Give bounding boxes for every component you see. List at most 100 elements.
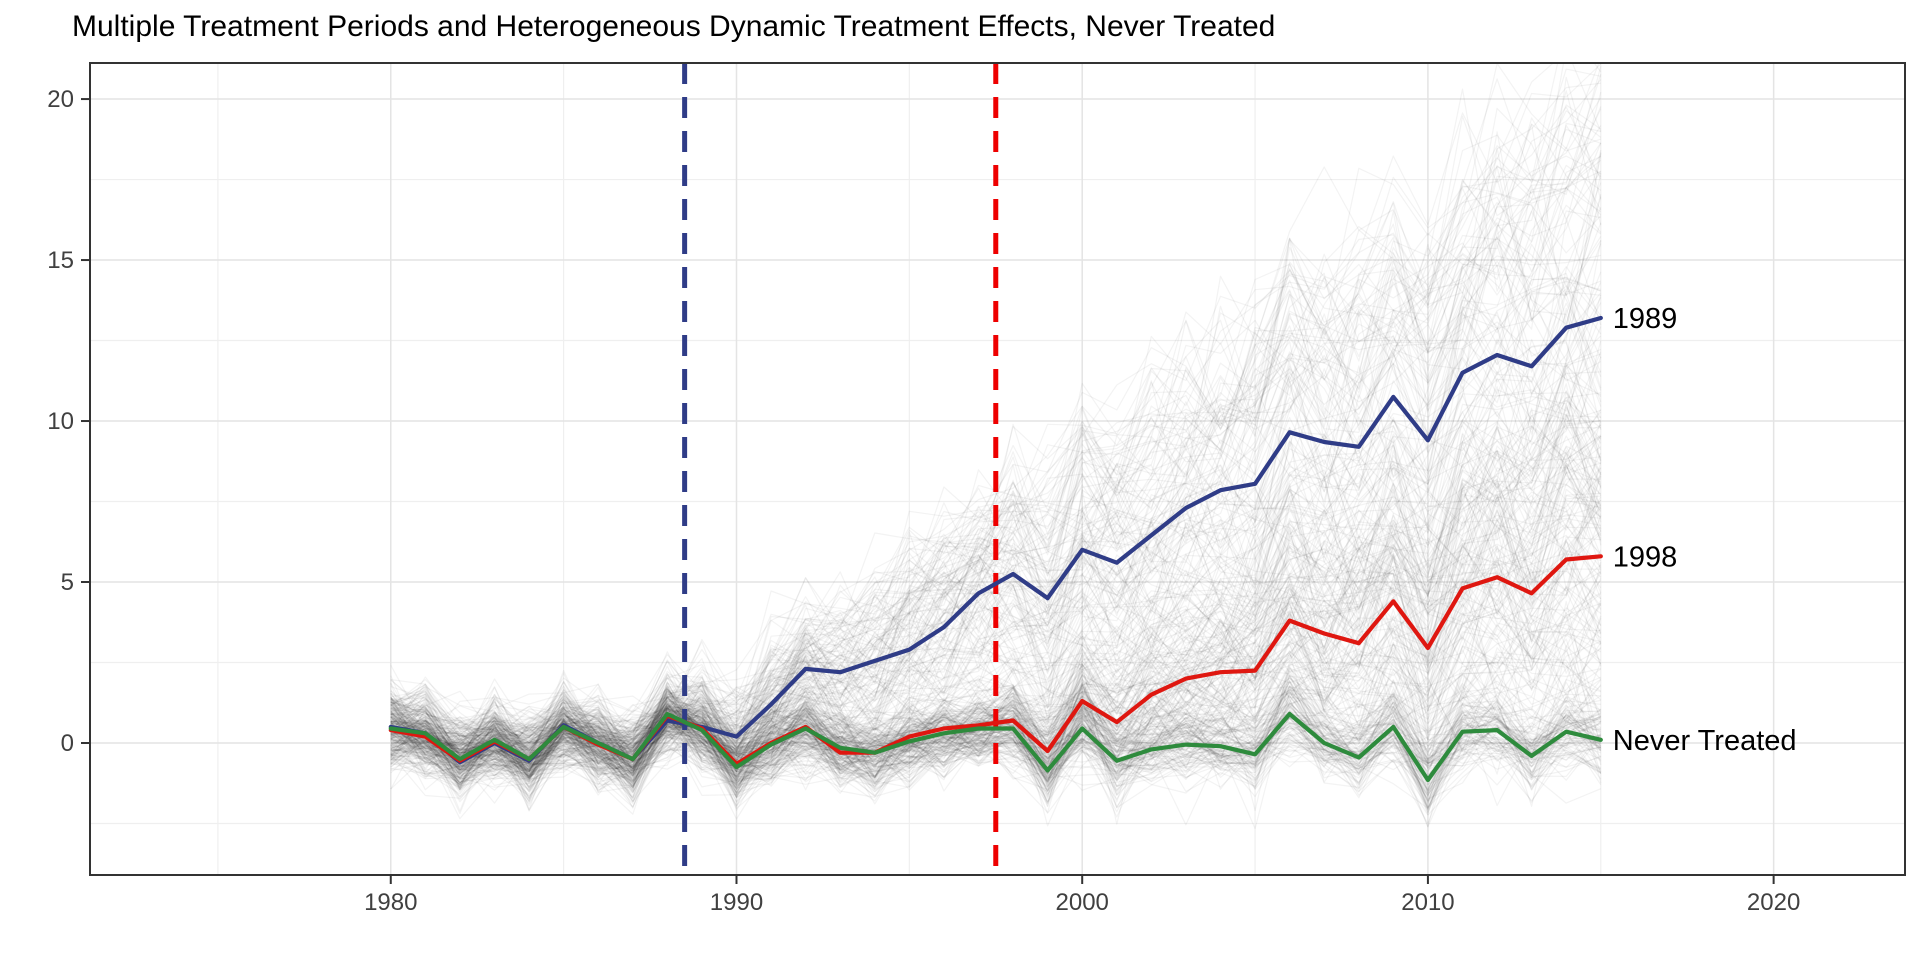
background-unit-path bbox=[390, 700, 1602, 781]
background-unit-path bbox=[390, 697, 1602, 794]
background-unit-path bbox=[390, 79, 1602, 778]
y-axis-tick-label: 0 bbox=[61, 730, 74, 757]
background-unit-path bbox=[390, 701, 1601, 812]
background-unit-path bbox=[390, 523, 1602, 775]
background-unit-path bbox=[390, 122, 1601, 769]
y-axis-tick-label: 20 bbox=[47, 86, 74, 113]
background-unit-path bbox=[390, 362, 1602, 797]
background-unit-path bbox=[390, 421, 1602, 815]
background-unit-path bbox=[390, 707, 1602, 803]
background-unit-path bbox=[390, 573, 1602, 778]
background-unit-path bbox=[390, 580, 1602, 780]
line-label-never-treated: Never Treated bbox=[1613, 725, 1797, 757]
background-unit-path bbox=[390, 279, 1602, 763]
background-unit-path bbox=[390, 63, 1555, 770]
background-unit-path bbox=[390, 371, 1601, 771]
background-unit-path bbox=[390, 409, 1602, 789]
background-unit-path bbox=[390, 292, 1602, 771]
background-unit-path bbox=[390, 155, 1602, 776]
background-unit-path bbox=[390, 699, 1601, 798]
background-unit-path bbox=[390, 702, 1602, 811]
background-unit-path bbox=[390, 708, 1601, 802]
background-unit-path bbox=[390, 705, 1602, 825]
background-unit-path bbox=[390, 694, 1601, 781]
background-unit-path bbox=[390, 404, 1602, 808]
background-unit-path bbox=[390, 210, 1602, 768]
background-unit-path bbox=[390, 698, 1602, 792]
background-unit-path bbox=[390, 435, 1602, 755]
background-unit-path bbox=[390, 453, 1602, 785]
background-unit-path bbox=[390, 488, 1602, 764]
x-axis-tick-label: 1990 bbox=[710, 889, 763, 916]
background-unit-path bbox=[390, 635, 1601, 830]
background-unit-path bbox=[390, 452, 1602, 788]
background-unit-path bbox=[390, 525, 1602, 791]
background-unit-path bbox=[390, 505, 1602, 777]
background-unit-path bbox=[390, 479, 1601, 768]
background-unit-path bbox=[390, 694, 1602, 803]
x-axis-tick-label: 2020 bbox=[1747, 889, 1800, 916]
background-unit-path bbox=[390, 88, 1602, 765]
background-unit-path bbox=[390, 371, 1602, 742]
background-unit-path bbox=[390, 491, 1602, 820]
background-unit-path bbox=[390, 314, 1602, 755]
x-axis-tick-label: 2000 bbox=[1056, 889, 1109, 916]
y-axis-tick-label: 5 bbox=[61, 569, 74, 596]
background-unit-path bbox=[390, 390, 1602, 781]
background-unit-path bbox=[390, 282, 1602, 777]
background-unit-path bbox=[390, 66, 1602, 758]
background-unit-path bbox=[390, 427, 1601, 776]
background-unit-path bbox=[390, 390, 1602, 779]
background-unit-path bbox=[390, 421, 1602, 777]
background-unit-path bbox=[390, 680, 1602, 794]
background-unit-path bbox=[390, 125, 1602, 794]
background-unit-path bbox=[390, 527, 1602, 773]
background-unit-path bbox=[390, 399, 1602, 804]
background-unit-path bbox=[390, 210, 1602, 773]
y-axis-tick-label: 10 bbox=[47, 408, 74, 435]
line-label-1989: 1989 bbox=[1613, 303, 1678, 335]
background-unit-path bbox=[390, 688, 1602, 791]
background-unit-path bbox=[390, 697, 1602, 814]
background-unit-path bbox=[390, 648, 1602, 799]
background-unit-path bbox=[390, 536, 1601, 780]
background-unit-path bbox=[390, 707, 1601, 813]
axes: 0 5 10 15 20 1980 1990 2000 2010 2020 bbox=[47, 86, 1800, 916]
background-unit-path bbox=[390, 701, 1601, 782]
background-unit-path bbox=[390, 618, 1602, 797]
background-unit-path bbox=[390, 311, 1602, 798]
background-unit-path bbox=[390, 553, 1602, 795]
background-unit-path bbox=[390, 493, 1602, 781]
background-unit-path bbox=[390, 107, 1602, 756]
background-unit-path bbox=[390, 152, 1602, 779]
background-unit-path bbox=[390, 104, 1602, 759]
background-unit-path bbox=[390, 392, 1601, 772]
background-unit-path bbox=[390, 281, 1601, 768]
background-unit-path bbox=[390, 713, 1602, 808]
y-axis-tick-label: 15 bbox=[47, 247, 74, 274]
background-unit-path bbox=[390, 679, 1601, 789]
background-unit-path bbox=[390, 106, 1602, 774]
x-axis-tick-label: 1980 bbox=[364, 889, 417, 916]
background-unit-path bbox=[390, 441, 1602, 752]
background-unit-path bbox=[390, 638, 1602, 756]
background-unit-path bbox=[390, 356, 1602, 783]
panel-border bbox=[89, 62, 1906, 876]
background-unit-path bbox=[390, 385, 1602, 774]
background-unit-path bbox=[390, 718, 1602, 795]
background-unit-path bbox=[390, 437, 1601, 756]
background-unit-path bbox=[390, 409, 1601, 775]
background-unit-path bbox=[390, 378, 1602, 762]
background-unit-path bbox=[390, 371, 1602, 774]
line-label-1998: 1998 bbox=[1613, 541, 1678, 573]
chart-title: Multiple Treatment Periods and Heterogen… bbox=[72, 10, 1276, 43]
background-unit-path bbox=[390, 695, 1602, 796]
background-unit-path bbox=[390, 665, 1602, 769]
background-unit-path bbox=[390, 348, 1602, 762]
x-axis-tick-label: 2010 bbox=[1401, 889, 1454, 916]
background-unit-path bbox=[390, 90, 1602, 757]
background-unit-path bbox=[390, 464, 1602, 757]
background-unit-path bbox=[390, 685, 1601, 781]
